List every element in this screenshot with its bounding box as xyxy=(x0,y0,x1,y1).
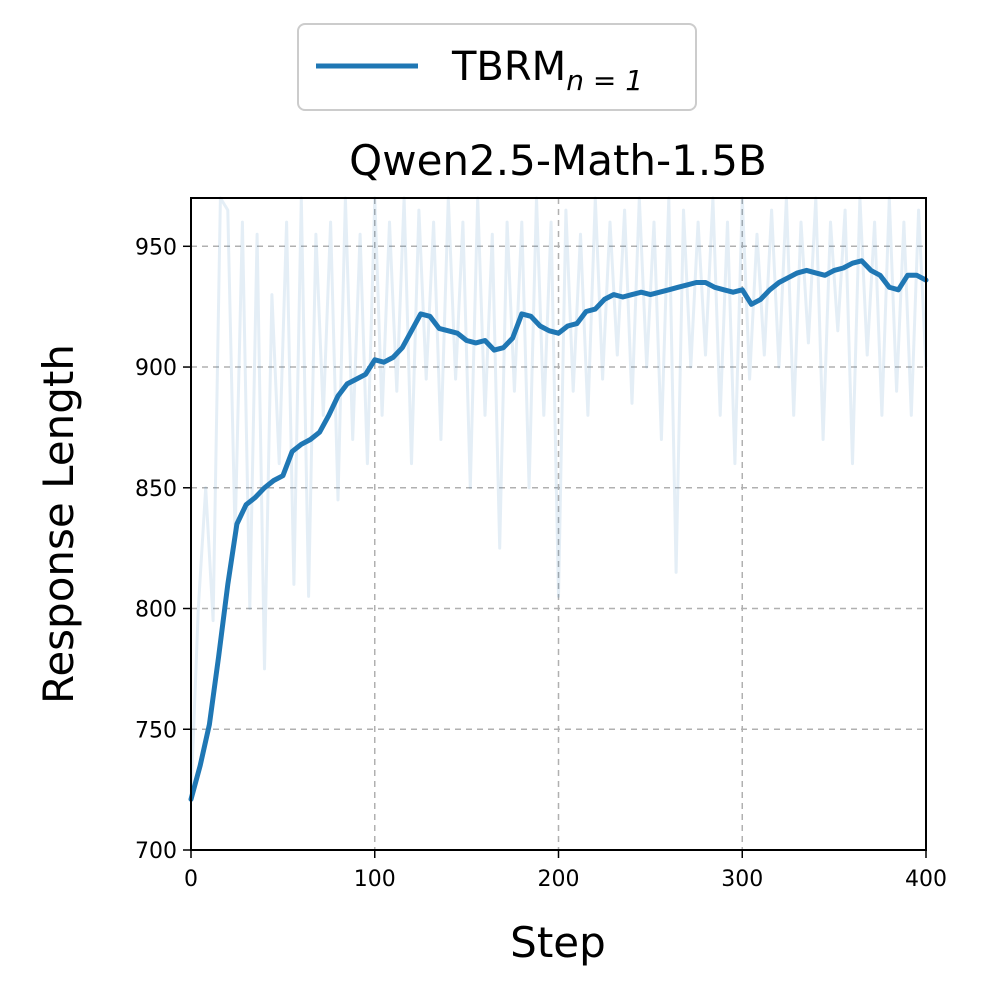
y-tick-label: 900 xyxy=(135,356,177,381)
x-tick-label: 400 xyxy=(905,867,947,892)
y-tick-label: 850 xyxy=(135,477,177,502)
x-axis-ticks: 0 100 200 300 400 xyxy=(184,850,947,892)
legend-box xyxy=(297,23,697,111)
grid-lines xyxy=(191,198,926,850)
y-tick-label: 700 xyxy=(135,839,177,864)
chart-title: Qwen2.5-Math-1.5B xyxy=(349,136,767,185)
x-tick-label: 0 xyxy=(184,867,198,892)
y-axis-title: Response Length xyxy=(34,344,83,704)
legend: TBRMn = 1 xyxy=(297,23,697,111)
legend-label-sub: n = 1 xyxy=(566,64,643,97)
legend-label-main: TBRM xyxy=(451,44,566,90)
x-tick-label: 100 xyxy=(354,867,396,892)
raw-series-line xyxy=(189,196,928,797)
smoothed-series-line xyxy=(188,258,929,802)
x-axis-title: Step xyxy=(510,918,606,967)
y-axis-ticks: 700 750 800 850 900 950 xyxy=(135,235,191,864)
raw-series xyxy=(189,196,928,797)
y-tick-label: 750 xyxy=(135,718,177,743)
y-tick-label: 950 xyxy=(135,235,177,260)
x-tick-label: 200 xyxy=(538,867,580,892)
smoothed-series xyxy=(188,258,929,802)
y-tick-label: 800 xyxy=(135,598,177,623)
x-tick-label: 300 xyxy=(721,867,763,892)
legend-label: TBRMn = 1 xyxy=(451,44,643,97)
